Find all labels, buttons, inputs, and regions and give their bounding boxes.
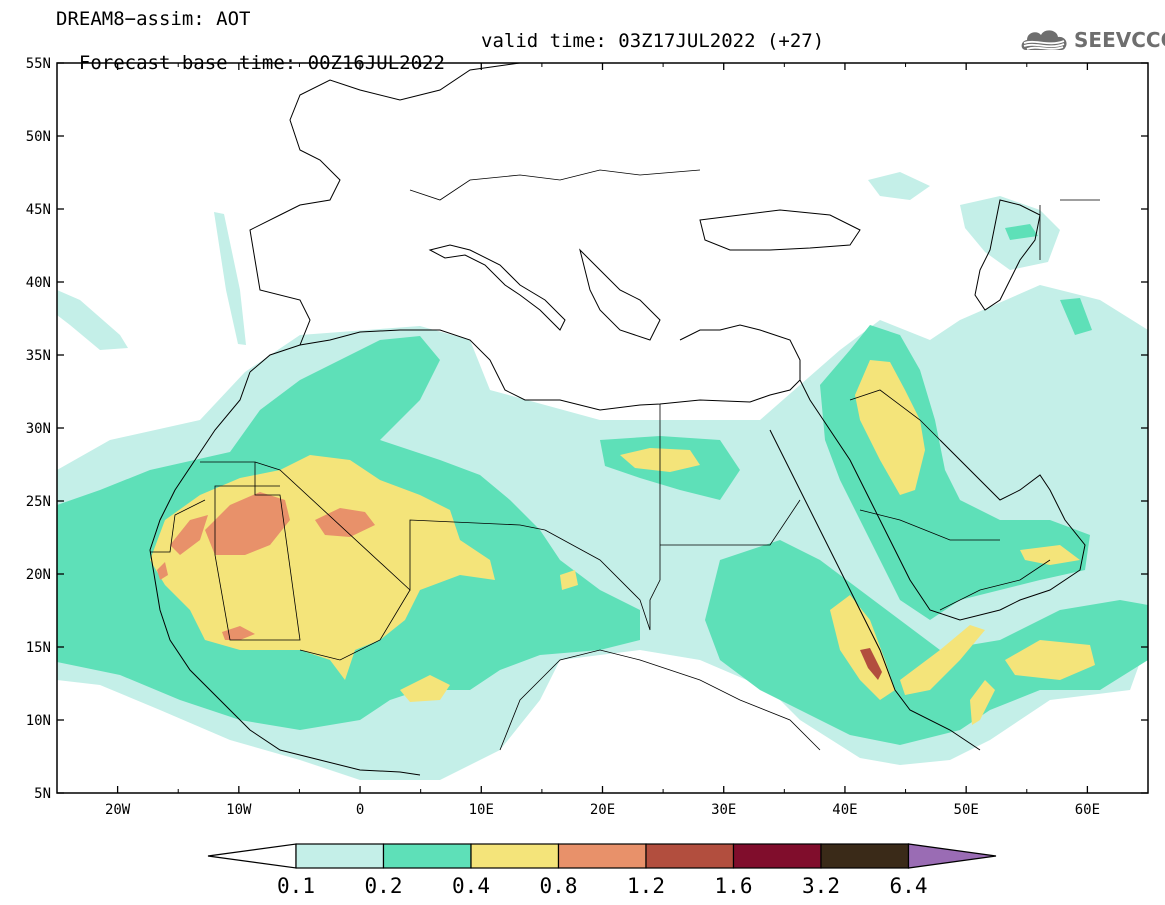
lon-tick-label: 60E [1075, 802, 1100, 818]
lat-tick-label: 5N [34, 786, 51, 802]
lon-tick-label: 30E [711, 802, 736, 818]
colorbar-swatch [645, 843, 735, 869]
aot-contour-0.4-somalia [970, 680, 995, 725]
aot-contour-0.4-chad [400, 675, 450, 702]
colorbar-label: 0.2 [365, 874, 403, 898]
aot-contour-0.1-kazakh [868, 172, 930, 200]
coastline-north-africa [249, 329, 801, 411]
colorbar-label: 0.1 [277, 874, 315, 898]
aot-contour-0.8-mauritania-west [170, 515, 208, 555]
coastline-red-sea [769, 379, 1001, 751]
colorbar-label: 0.4 [452, 874, 490, 898]
colorbar-min-arrow [207, 843, 297, 869]
colorbar-label: 1.2 [627, 874, 665, 898]
seevccc-logo: SEEVCCC [1018, 22, 1165, 58]
aot-contour-0.8-mali [315, 508, 375, 537]
contour-level-0.8 [157, 492, 375, 640]
map-axes: 55N 50N 45N 40N 35N 30N 25N 20N 15N 10N 5N 20W 10W 0 1… [26, 56, 1149, 818]
lat-tick-label: 35N [26, 348, 51, 364]
lat-tick-label: 15N [26, 640, 51, 656]
aot-contour-0.4-iraq [855, 360, 925, 495]
colorbar-label: 1.6 [715, 874, 753, 898]
aot-contour-1.2-eritrea [860, 648, 882, 680]
lat-tick-label: 20N [26, 567, 51, 583]
lon-tick-label: 10W [226, 802, 252, 818]
aot-contour-0.2-caspian [1005, 224, 1038, 240]
lat-tick-label: 40N [26, 275, 51, 291]
lat-tick-label: 55N [26, 56, 51, 72]
aot-contour-0.2-sudan [705, 540, 1148, 745]
aot-contour-0.4-oman [1020, 545, 1080, 565]
aot-contours [57, 172, 1148, 780]
aot-contour-0.4-aden [900, 625, 985, 695]
map-title: DREAM8−assim: AOT [56, 8, 251, 30]
colorbar: 0.1 0.2 0.4 0.8 1.2 1.6 3.2 6.4 [207, 843, 997, 898]
lat-tick-label: 45N [26, 202, 51, 218]
aot-contour-0.1-atlantic [57, 290, 128, 350]
coastline-atlantic-africa [149, 371, 421, 776]
colorbar-swatch [382, 843, 472, 869]
lon-tick-label: 50E [954, 802, 979, 818]
border-lines [150, 169, 1100, 751]
coastline-gulf [939, 439, 1086, 611]
lat-tick-label: 50N [26, 129, 51, 145]
lon-tick-label: 20W [105, 802, 131, 818]
colorbar-swatch [732, 843, 822, 869]
aot-contour-0.8-mali-south [222, 626, 255, 640]
aot-contour-0.4-niger [560, 570, 578, 590]
aot-contour-0.8-coast [157, 562, 168, 580]
colorbar-label: 0.8 [540, 874, 578, 898]
contour-level-1.2 [860, 648, 882, 680]
aot-contour-0.2-iran [1060, 298, 1092, 335]
colorbar-swatch [295, 843, 385, 869]
coastline-black-sea [699, 209, 861, 251]
valid-time: valid time: 03Z17JUL2022 (+27) [481, 30, 825, 52]
coastline-levant [679, 324, 801, 380]
logo-text: SEEVCCC [1074, 28, 1165, 52]
coastline-europe [249, 63, 661, 346]
colorbar-swatch [820, 843, 910, 869]
colorbar-swatch [470, 843, 560, 869]
colorbar-swatch [557, 843, 647, 869]
colorbar-label: 3.2 [802, 874, 840, 898]
lon-tick-label: 20E [590, 802, 615, 818]
cloud-logo-icon [1021, 30, 1067, 50]
aot-contour-0.4-arabian-sea [1005, 640, 1095, 680]
lon-tick-label: 0 [356, 802, 364, 818]
aot-contour-0.8-mauritania [205, 492, 290, 555]
aot-contour-0.1-atlantic-streak [214, 212, 246, 345]
lat-tick-label: 25N [26, 494, 51, 510]
lon-tick-label: 10E [469, 802, 494, 818]
colorbar-max-arrow [907, 843, 997, 869]
lat-tick-label: 10N [26, 713, 51, 729]
lat-tick-label: 30N [26, 421, 51, 437]
coastlines [149, 63, 1100, 776]
lon-tick-label: 40E [832, 802, 857, 818]
colorbar-label: 6.4 [890, 874, 928, 898]
